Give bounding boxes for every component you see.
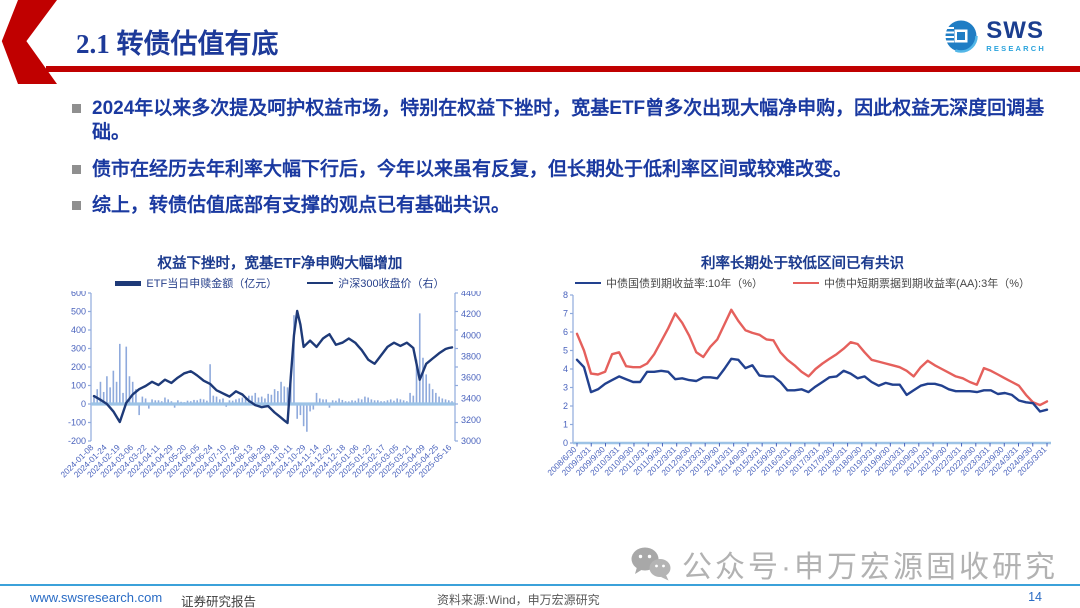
yield-chart-legend: 中债国债到期收益率:10年（%） 中债中短期票据到期收益率(AA):3年（%） [545,275,1060,291]
svg-text:4: 4 [563,364,568,374]
legend-line-swatch [793,281,820,285]
legend-bar-swatch [115,280,142,286]
left-axis-labels: 600 500 400 300 200 100 0 -100 -200 [68,288,86,446]
svg-text:3000: 3000 [461,436,481,446]
x-axis-labels: 2024-01-082024-01-242024-02-192024-03-06… [58,442,453,479]
svg-text:2: 2 [563,401,568,411]
legend-item: 沪深300收盘价（右） [307,275,445,291]
axes [570,294,574,444]
yield-line [575,308,1049,407]
etf-chart: 权益下挫时，宽基ETF净申购大幅增加 ETF当日申赎金额（亿元） 沪深300收盘… [55,252,505,528]
sws-globe-icon [940,19,979,53]
x-ticks [576,443,1048,447]
bullet-text: 综上，转债估值底部有支撑的观点已有基础共识。 [92,195,511,217]
legend-label: ETF当日申赎金额（亿元） [146,278,278,290]
logo-text: SWS [986,17,1044,45]
svg-text:8: 8 [563,291,568,300]
etf-chart-plot: 600 500 400 300 200 100 0 -100 -200 4400 4200 4000 3… [58,288,481,479]
svg-text:3600: 3600 [461,373,481,383]
svg-text:3800: 3800 [461,351,481,361]
svg-text:500: 500 [71,307,86,317]
yield-chart: 利率长期处于较低区间已有共识 中债国债到期收益率:10年（%） 中债中短期票据到… [545,252,1060,528]
bullet-list: 2024年以来多次提及呵护权益市场，特别在权益下挫时，宽基ETF曾多次出现大幅净… [72,97,1064,231]
svg-text:4000: 4000 [461,330,481,340]
svg-text:3200: 3200 [461,415,481,425]
etf-bars [93,313,453,432]
csi300-line [92,309,454,425]
etf-chart-title: 权益下挫时，宽基ETF净申购大幅增加 [157,256,403,272]
svg-text:-100: -100 [68,418,86,428]
footer-rule [0,584,1080,586]
svg-text:-200: -200 [68,436,86,446]
svg-text:100: 100 [71,381,86,391]
right-axis-labels: 4400 4200 4000 3800 3600 3400 3200 3000 [461,288,481,446]
svg-text:5: 5 [563,346,568,356]
x-axis-labels: 2008/6/302009/3/312009/9/302010/3/312010… [545,444,1048,477]
yield-chart-title: 利率长期处于较低区间已有共识 [701,256,904,272]
svg-text:7: 7 [563,309,568,319]
page-title: 2.1 转债估值有底 [76,29,279,59]
logo-subtext: RESEARCH [986,44,1046,54]
sws-logo: SWS RESEARCH [940,16,1046,56]
legend-line-swatch [307,281,334,285]
legend-label: 中债国债到期收益率:10年（%） [605,278,764,290]
svg-text:400: 400 [71,325,86,335]
bullet-square-icon [72,104,81,113]
svg-text:6: 6 [563,327,568,337]
legend-item: 中债中短期票据到期收益率(AA):3年（%） [793,275,1030,291]
bullet-text: 2024年以来多次提及呵护权益市场，特别在权益下挫时，宽基ETF曾多次出现大幅净… [92,98,1045,143]
svg-text:0: 0 [563,438,568,448]
wechat-watermark: 公众号·申万宏源固收研究 [630,542,1058,586]
legend-item: 中债国债到期收益率:10年（%） [574,275,764,291]
footer-data-source: 资料来源:Wind，申万宏源研究 [437,593,600,607]
svg-text:600: 600 [71,291,86,298]
y-axis-labels: 8 7 6 5 4 3 2 1 0 [563,290,568,448]
svg-text:1: 1 [563,420,568,430]
yield-line [575,357,1049,413]
header-red-rule [46,66,1080,72]
axes [88,292,458,442]
wechat-icon [631,547,671,581]
bullet-text: 债市在经历去年利率大幅下行后，今年以来虽有反复，但长期处于低利率区间或较难改变。 [92,158,853,180]
etf-chart-legend: ETF当日申赎金额（亿元） 沪深300收盘价（右） [55,275,505,291]
footer-site-link: www.swsresearch.com [30,590,163,605]
svg-text:0: 0 [81,399,86,409]
legend-item: ETF当日申赎金额（亿元） [115,275,277,291]
legend-label: 沪深300收盘价（右） [338,278,445,290]
legend-label: 中债中短期票据到期收益率(AA):3年（%） [824,278,1031,290]
bullet-item: 债市在经历去年利率大幅下行后，今年以来虽有反复，但长期处于低利率区间或较难改变。 [72,158,1064,182]
svg-text:4400: 4400 [461,291,481,298]
svg-text:3: 3 [563,383,568,393]
svg-text:300: 300 [71,344,86,354]
bullet-square-icon [72,201,81,211]
svg-text:4200: 4200 [461,309,481,319]
bullet-item: 综上，转债估值底部有支撑的观点已有基础共识。 [72,194,1064,218]
svg-text:3400: 3400 [461,394,481,404]
watermark-text: 公众号·申万宏源固收研究 [682,551,1058,584]
yield-chart-plot: 8 7 6 5 4 3 2 1 02008/6/302009/3/312009/9/302010… [545,290,1051,478]
footer-report-type: 证券研究报告 [181,595,257,608]
svg-text:200: 200 [71,362,86,372]
bullet-square-icon [72,164,81,174]
footer-page-number: 14 [1028,590,1042,604]
legend-line-swatch [574,281,601,285]
bullet-item: 2024年以来多次提及呵护权益市场，特别在权益下挫时，宽基ETF曾多次出现大幅净… [72,97,1064,145]
